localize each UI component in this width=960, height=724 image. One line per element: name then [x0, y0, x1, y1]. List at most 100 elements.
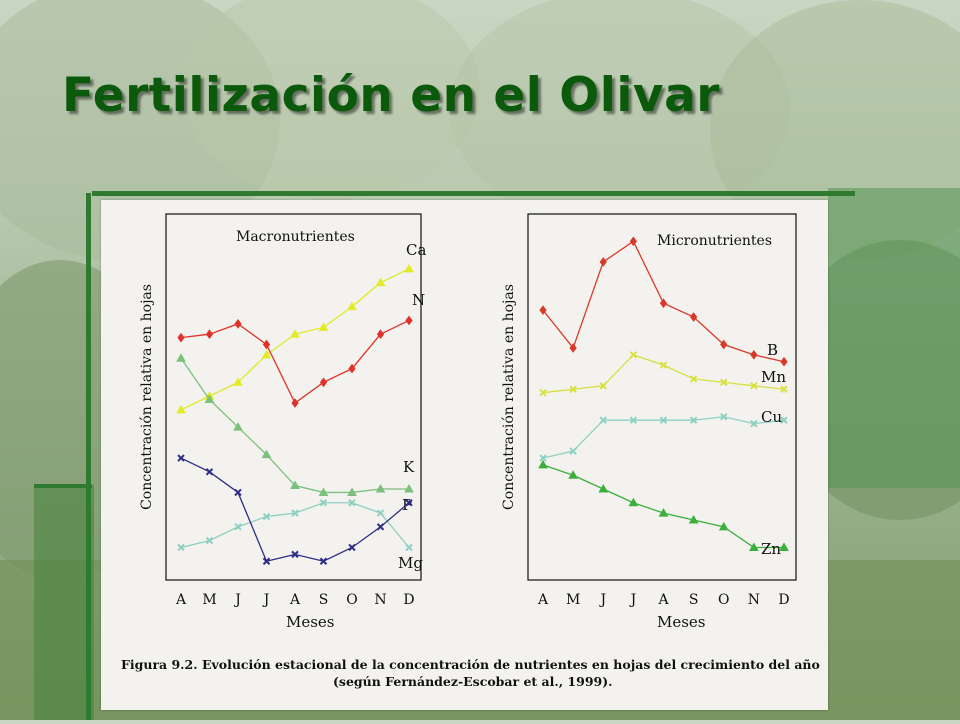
micronutrientes-data-point-b [629, 236, 637, 247]
macronutrientes-x-tick-label: A [289, 592, 301, 608]
macronutrientes-data-point-ca [404, 263, 414, 273]
micronutrientes-data-point-b [539, 305, 547, 315]
macronutrientes-chart-title: Macronutrientes [236, 229, 355, 245]
decorative-line-top [92, 191, 855, 196]
macronutrientes-data-point-k [261, 449, 272, 459]
micronutrientes-data-point-cu [539, 454, 547, 462]
micronutrientes-data-point-cu [750, 419, 758, 428]
macronutrientes-data-point-n [376, 329, 385, 340]
macronutrientes-data-point-ca [233, 377, 243, 386]
micronutrientes-series-line-cu [542, 416, 785, 459]
micronutrientes-data-point-zn [628, 497, 639, 507]
macronutrientes-data-point-n [205, 329, 214, 340]
micronutrientes-series-label-mn: Mn [761, 368, 786, 386]
macronutrientes-y-axis-label: Concentración relativa en hojas [139, 284, 155, 510]
micronutrientes-series-label-cu: Cu [761, 408, 782, 426]
macronutrientes-data-point-mg [348, 543, 356, 552]
macronutrientes-data-point-mg [177, 454, 185, 462]
micronutrientes-data-point-zn [688, 514, 699, 524]
micronutrientes-x-tick-label: J [629, 592, 637, 608]
macronutrientes-data-point-k [176, 353, 186, 362]
micronutrientes-data-point-b [599, 257, 607, 267]
micronutrientes-data-point-mn [569, 385, 577, 393]
macronutrientes-data-point-k [290, 480, 300, 490]
decorative-panel-right [828, 188, 960, 488]
macronutrientes-series-label-k: K [403, 458, 415, 476]
macronutrientes-x-tick-label: N [374, 592, 386, 608]
macronutrientes-data-point-p [348, 499, 356, 507]
macronutrientes-data-point-p [262, 512, 271, 521]
macronutrientes-data-point-p [405, 543, 413, 552]
micronutrientes-data-point-zn [598, 483, 609, 493]
macronutrientes-data-point-n [405, 315, 413, 326]
macronutrientes-data-point-mg [319, 557, 328, 565]
macronutrientes-data-point-mg [205, 468, 214, 476]
micronutrientes-data-point-mn [539, 388, 547, 397]
micronutrientes-plot-frame [527, 213, 797, 581]
micronutrientes-data-point-b [780, 356, 788, 367]
micronutrientes-data-point-b [690, 312, 698, 322]
macronutrientes-series-line-p [180, 502, 410, 549]
decorative-line-vertical [86, 193, 91, 720]
macronutrientes-x-tick-label: S [319, 592, 329, 608]
micronutrientes-x-tick-label: M [566, 592, 580, 608]
micronutrientes-data-point-mn [780, 385, 788, 393]
micronutrientes-data-point-mn [689, 375, 698, 383]
micronutrientes-data-point-b [569, 343, 577, 353]
macronutrientes-x-tick-label: M [202, 592, 216, 608]
macronutrientes-data-point-p [319, 499, 328, 507]
micronutrientes-x-tick-label: A [537, 592, 549, 608]
macronutrientes-data-point-ca [176, 404, 186, 414]
micronutrientes-data-point-mn [659, 361, 668, 369]
micronutrientes-data-point-cu [629, 416, 638, 424]
macronutrientes-data-point-mg [262, 557, 271, 565]
micronutrientes-series-line-mn [542, 354, 785, 394]
micronutrientes-data-point-zn [538, 459, 548, 469]
micronutrientes-data-point-cu [569, 447, 577, 455]
micronutrientes-x-tick-label: O [718, 592, 729, 608]
micronutrientes-data-point-zn [568, 470, 578, 479]
macronutrientes-data-point-p [376, 509, 385, 517]
micronutrientes-data-point-b [750, 350, 758, 360]
micronutrientes-data-point-zn [749, 542, 759, 551]
micronutrientes-x-tick-label: A [657, 592, 669, 608]
macronutrientes-series-label-ca: Ca [406, 241, 426, 259]
macronutrientes-data-point-k [404, 483, 414, 493]
micronutrientes-data-point-zn [658, 508, 669, 517]
macronutrientes-x-tick-label: J [262, 592, 270, 608]
macronutrientes-data-point-mg [291, 550, 299, 559]
macronutrientes-series-line-ca [180, 268, 410, 411]
macronutrientes-data-point-p [291, 509, 299, 517]
macronutrientes-data-point-mg [405, 499, 413, 507]
macronutrientes-data-point-n [348, 363, 356, 374]
micronutrientes-data-point-cu [689, 416, 698, 424]
macronutrientes-data-point-n [319, 377, 328, 388]
macronutrientes-series-line-k [180, 357, 409, 494]
macronutrientes-data-point-n [262, 339, 271, 350]
decorative-panel-left [34, 485, 94, 720]
micronutrientes-y-axis-label: Concentración relativa en hojas [501, 284, 517, 510]
figure-image: Macronutrientes Concentración relativa en… [101, 200, 828, 710]
macronutrientes-x-axis-label: Meses [286, 613, 335, 631]
macronutrientes-data-point-n [234, 319, 242, 329]
macronutrientes-data-point-k [204, 394, 215, 404]
micronutrientes-series-label-zn: Zn [761, 540, 781, 558]
macronutrientes-data-point-p [234, 523, 242, 531]
macronutrientes-plot-frame [165, 213, 422, 581]
macronutrientes-data-point-n [291, 398, 299, 408]
macronutrientes-data-point-ca [261, 349, 272, 359]
micronutrientes-x-tick-label: J [598, 592, 606, 608]
macronutrientes-x-tick-label: O [346, 592, 357, 608]
macronutrientes-data-point-k [375, 483, 386, 493]
micronutrientes-data-point-cu [659, 416, 668, 424]
micronutrientes-data-point-cu [599, 416, 607, 424]
micronutrientes-data-point-mn [629, 351, 638, 359]
micronutrientes-data-point-cu [720, 413, 728, 421]
micronutrientes-data-point-mn [720, 378, 728, 387]
macronutrientes-data-point-k [347, 487, 357, 496]
macronutrientes-series-label-n: N [412, 291, 425, 309]
caption-line-2: (según Fernández-Escobar et al., 1999). [333, 674, 613, 689]
macronutrientes-data-point-k [233, 422, 243, 431]
micronutrientes-data-point-b [659, 298, 668, 309]
micronutrientes-series-line-zn [542, 464, 784, 549]
